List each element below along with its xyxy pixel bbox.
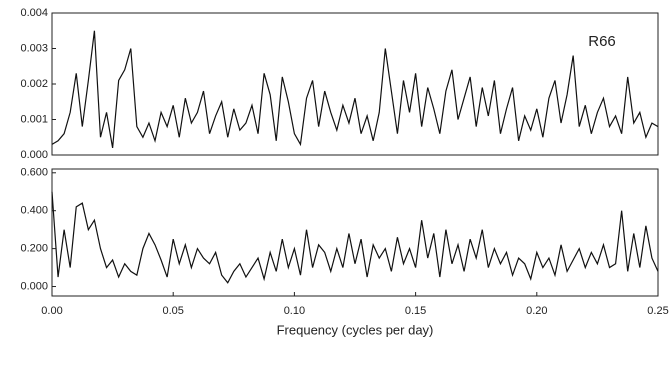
y-tick-label: 0.000 [20,280,48,292]
y-tick-label: 0.600 [20,167,48,179]
y-tick-label: 0.002 [20,78,48,90]
y-tick-label: 0.004 [20,7,48,19]
y-tick-label: 0.001 [20,113,48,125]
y-tick-label: 0.000 [20,149,48,161]
plot-frame [51,12,659,156]
y-tick-label: 0.200 [20,243,48,255]
x-tick-label: 0.10 [284,305,305,317]
y-tick-label: 0.400 [20,205,48,217]
series-line [51,191,659,284]
y-tick-label: 0.003 [20,42,48,54]
x-tick-label: 0.05 [162,305,183,317]
x-tick-label: 0.15 [405,305,426,317]
x-tick-label: 0.00 [41,305,62,317]
x-tick-label: 0.25 [647,305,668,317]
annotation: R66 [588,33,616,50]
plot-frame [51,168,659,297]
series-line [51,30,659,149]
x-tick-label: 0.20 [526,305,547,317]
x-axis-label: Frequency (cycles per day) [277,322,434,337]
